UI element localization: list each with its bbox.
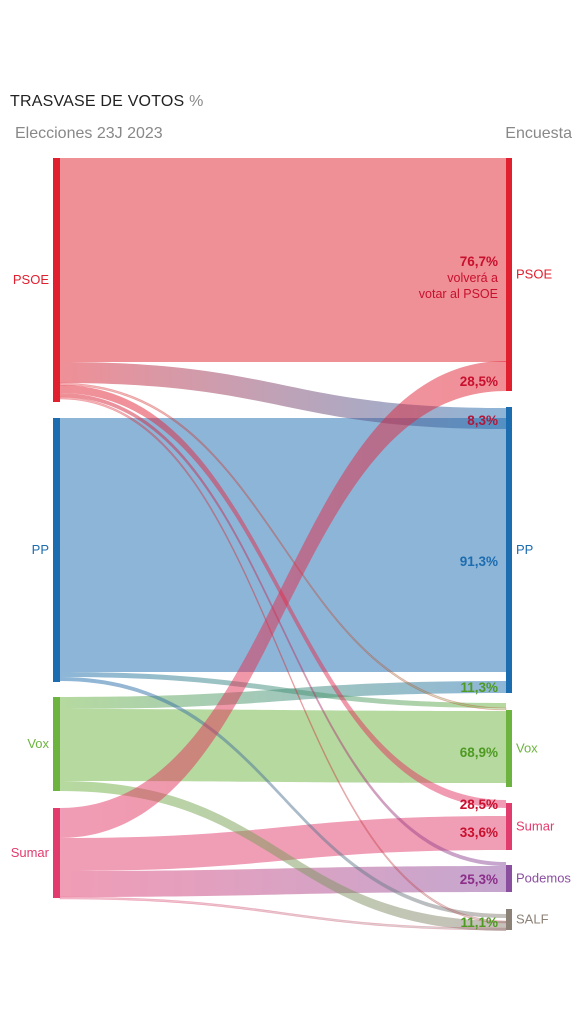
flow-value-vox-to-salf: 11,1%: [460, 915, 498, 930]
flow-value-psoe-to-pp: 8,3%: [467, 413, 498, 428]
flow-value-sumar-to-podemos: 25,3%: [460, 872, 498, 887]
sankey-links: [59, 158, 507, 931]
target-label-salf: SALF: [516, 912, 549, 927]
target-node-sumar: [506, 803, 512, 850]
target-node-pp: [506, 407, 512, 693]
flow-pp-to-salf: [60, 677, 506, 918]
target-label-podemos: Podemos: [516, 871, 571, 886]
flow-value-sumar-to-sumar: 33,6%: [460, 825, 498, 840]
flow-value-pp-to-pp: 91,3%: [460, 554, 498, 569]
target-label-pp: PP: [516, 542, 533, 557]
sankey-nodes: [53, 158, 512, 930]
chart-title: TRASVASE DE VOTOS %: [10, 93, 204, 111]
target-label-vox: Vox: [516, 741, 538, 756]
flow-psoe-to-podemos: [60, 393, 506, 866]
flow-pp-to-vox: [60, 672, 506, 708]
source-label-psoe: PSOE: [13, 272, 49, 287]
flow-sumar-to-sumar: [60, 816, 506, 871]
flow-vox-to-vox: [60, 709, 506, 783]
flow-value-vox-to-vox: 68,9%: [460, 745, 498, 760]
source-label-vox: Vox: [27, 736, 49, 751]
target-label-sumar: Sumar: [516, 819, 555, 834]
flow-sumar-to-podemos: [60, 866, 506, 897]
source-label-sumar: Sumar: [11, 845, 50, 860]
source-node-vox: [53, 697, 60, 791]
target-node-podemos: [506, 865, 512, 892]
left-column-header: Elecciones 23J 2023: [15, 125, 163, 142]
right-column-header: Encuesta: [505, 125, 572, 142]
flow-vox-to-salf: [60, 781, 506, 931]
flow-value-sumar-to-psoe: 28,5%: [460, 374, 498, 389]
source-label-pp: PP: [32, 542, 49, 557]
source-node-pp: [53, 418, 60, 682]
annotation-psoe-line-2: votar al PSOE: [419, 287, 498, 301]
target-label-psoe: PSOE: [516, 267, 552, 282]
source-node-psoe: [53, 158, 60, 402]
target-node-salf: [506, 909, 512, 930]
flow-vox-to-pp: [60, 681, 506, 709]
flow-psoe-to-psoe: [60, 158, 506, 362]
sankey-labels: PSOE PP Vox Sumar PSOE PP Vox Sumar Podemos SALF 7…: [11, 254, 572, 930]
source-node-sumar: [53, 808, 60, 898]
chart-title-unit: %: [189, 93, 204, 110]
flow-value-psoe-to-psoe: 76,7%: [460, 254, 498, 269]
annotation-sumar-value: 28,5%: [460, 797, 498, 812]
target-node-vox: [506, 710, 512, 787]
flow-value-vox-to-pp: 11,3%: [460, 680, 498, 695]
target-node-psoe: [506, 158, 512, 391]
flow-sumar-to-psoe: [60, 361, 506, 838]
chart-title-text: TRASVASE DE VOTOS: [10, 93, 185, 110]
annotation-psoe-line-1: volverá a: [447, 271, 498, 285]
flow-pp-to-pp: [60, 418, 506, 672]
